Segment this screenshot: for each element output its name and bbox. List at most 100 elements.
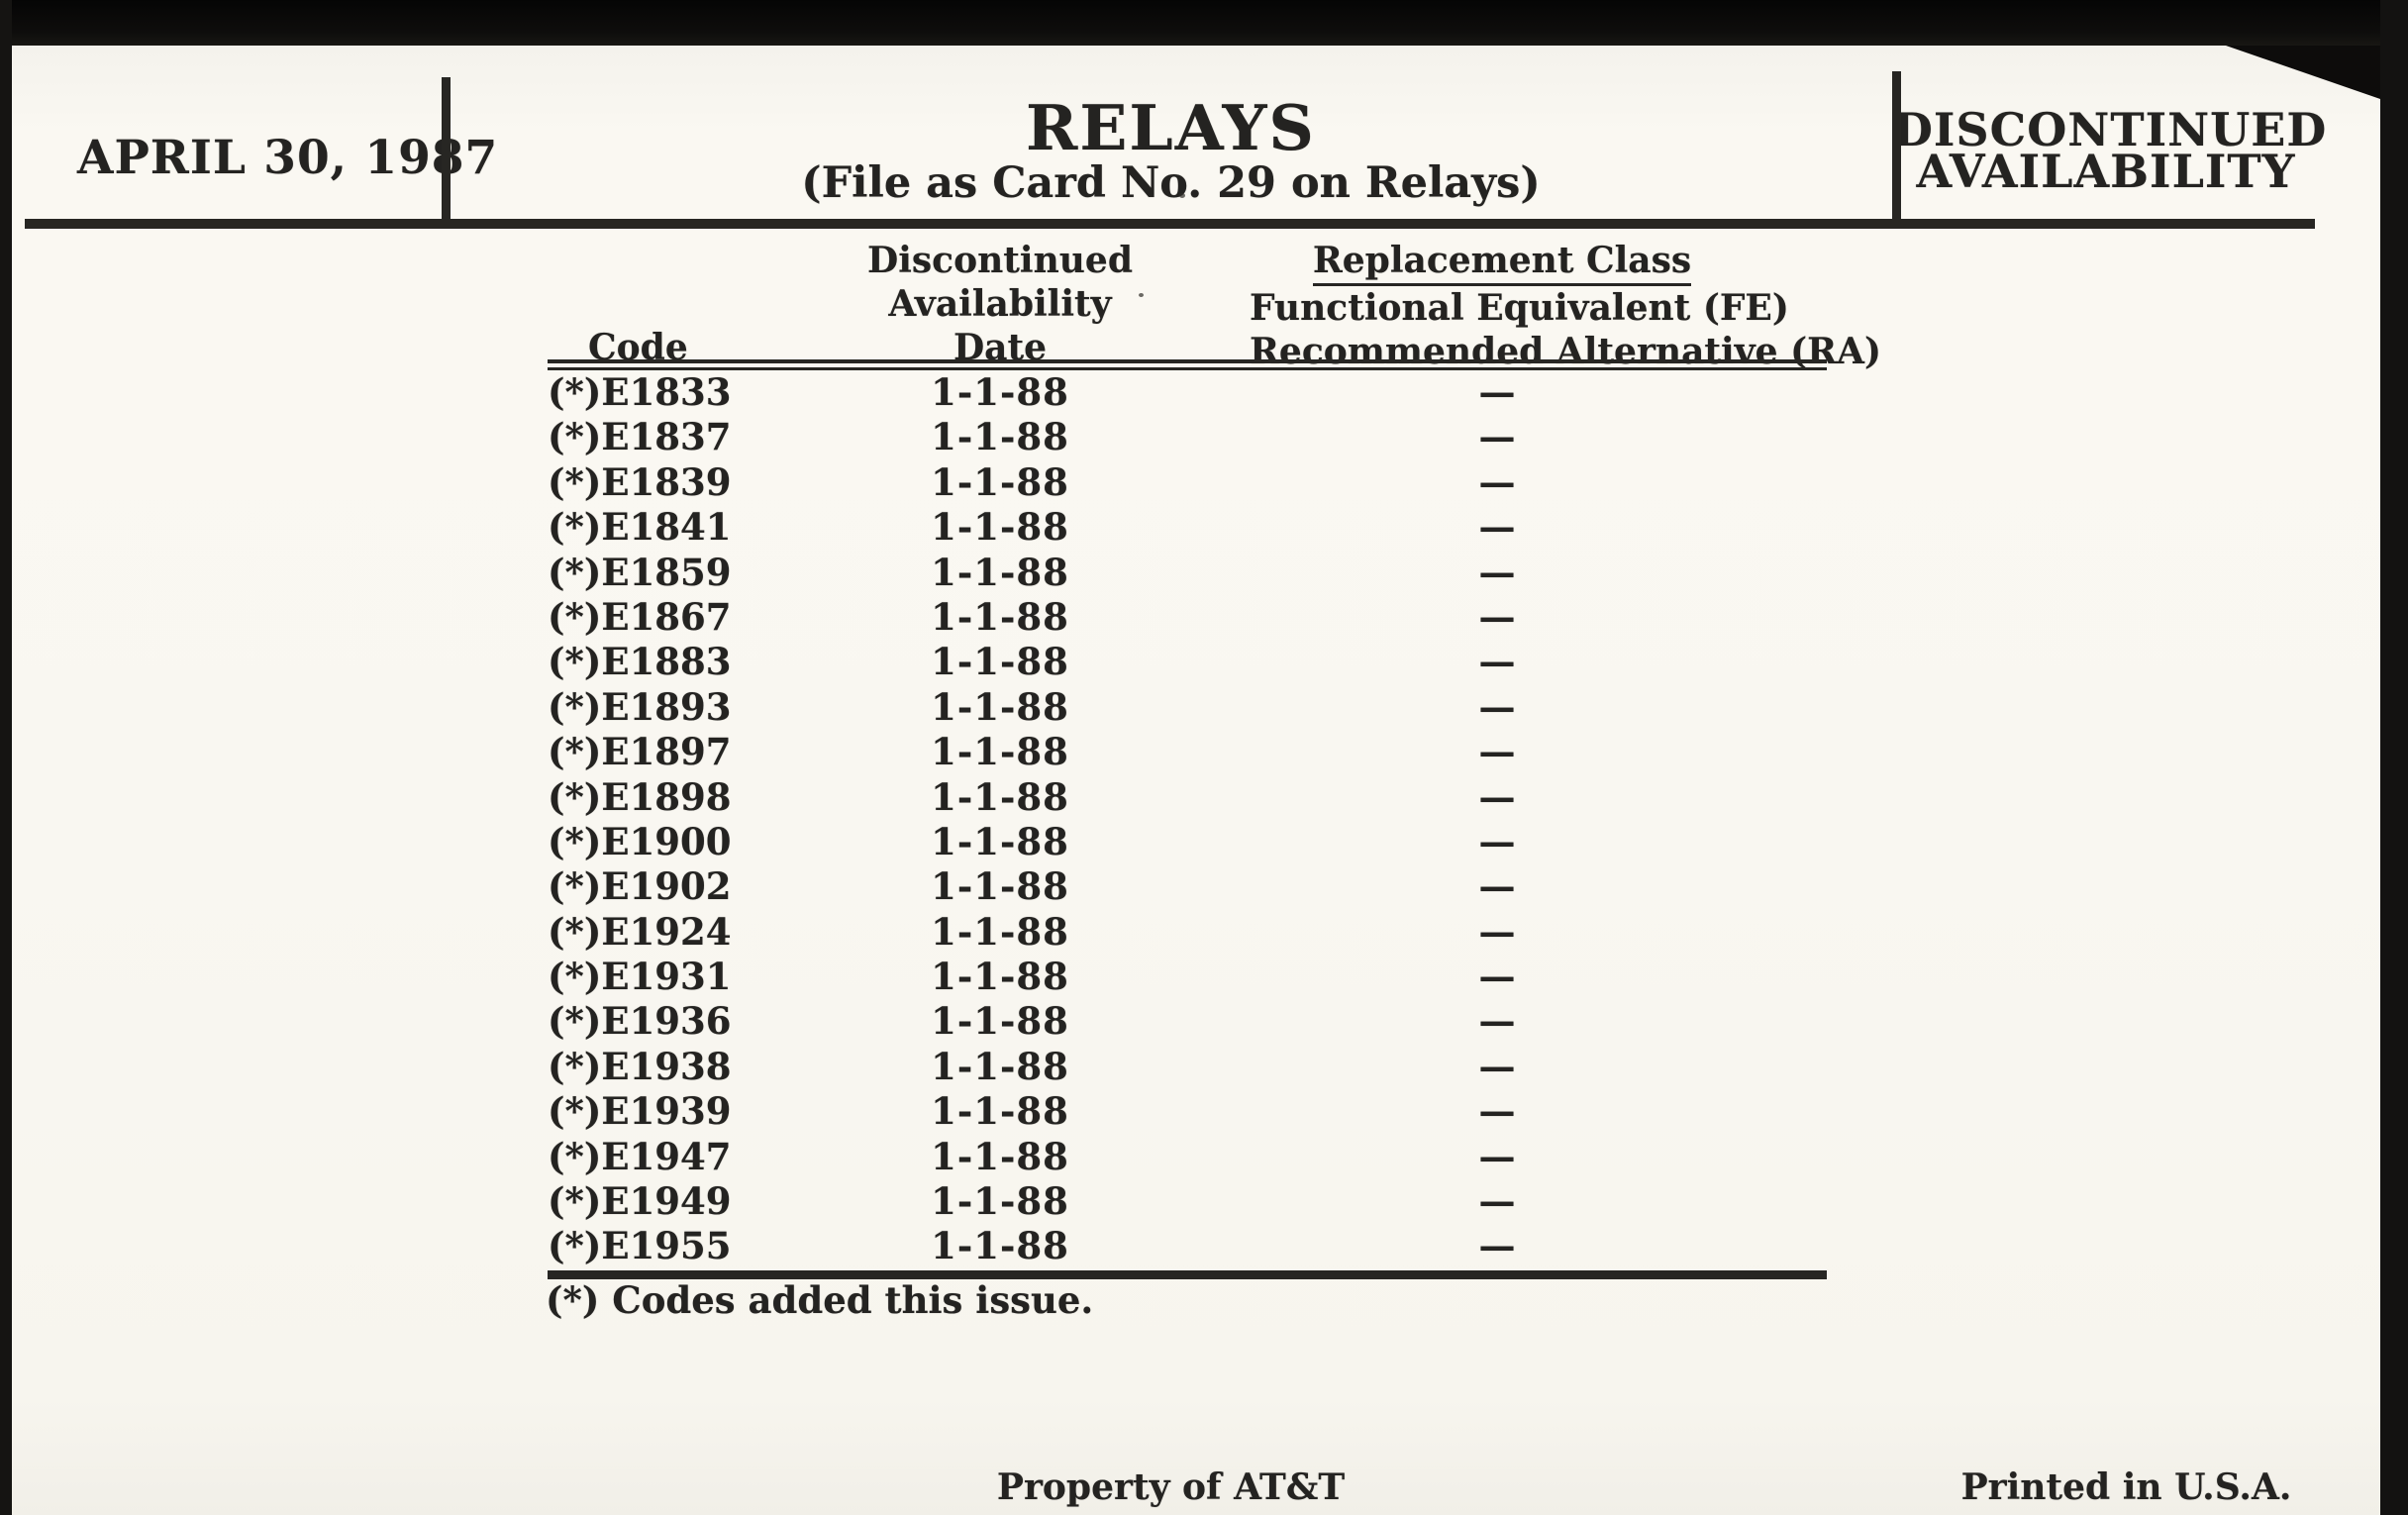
code-cell: (*)E1833 (548, 370, 732, 414)
table-row: (*)E1955 1-1-88 — (0, 1224, 2408, 1268)
code-cell: (*)E1939 (548, 1089, 732, 1134)
replacement-cell: — (1478, 684, 1516, 729)
code-cell: (*)E1841 (548, 505, 732, 550)
table-row: (*)E1938 1-1-88 — (0, 1045, 2408, 1089)
code-cell: (*)E1859 (548, 550, 732, 594)
footer-printed: Printed in U.S.A. (1960, 1466, 2292, 1508)
code-cell: (*)E1902 (548, 864, 732, 909)
replacement-cell: — (1478, 459, 1516, 504)
date-cell: 1-1-88 (931, 909, 1069, 954)
date-cell: 1-1-88 (931, 459, 1069, 504)
table-row: (*)E1931 1-1-88 — (0, 955, 2408, 999)
banner-line-2: AVAILABILITY (1916, 145, 2296, 198)
date-cell: 1-1-88 (931, 1224, 1069, 1268)
footnote: (*) Codes added this issue. (546, 1278, 1094, 1322)
replacement-cell: — (1478, 550, 1516, 594)
replacement-cell: — (1478, 909, 1516, 954)
table-row: (*)E1936 1-1-88 — (0, 999, 2408, 1044)
replacement-cell: — (1478, 1134, 1516, 1178)
header-divider-left (442, 77, 451, 226)
table-row: (*)E1897 1-1-88 — (0, 730, 2408, 774)
table-row: (*)E1839 1-1-88 — (0, 460, 2408, 505)
table-rows: (*)E1833 1-1-88 — (*)E1837 1-1-88 — (*)E… (0, 370, 2408, 1269)
date-cell: 1-1-88 (931, 1134, 1069, 1178)
replacement-cell: — (1478, 370, 1516, 414)
table-header-rule (548, 359, 1827, 370)
date-cell: 1-1-88 (931, 864, 1069, 909)
document-subtitle: (File as Card No. 29 on Relays) (801, 158, 1541, 208)
replacement-cell: — (1478, 819, 1516, 863)
date-cell: 1-1-88 (931, 505, 1069, 550)
footer-property: Property of AT&T (996, 1466, 1346, 1508)
table-bottom-rule (548, 1270, 1827, 1279)
code-cell: (*)E1955 (548, 1224, 732, 1268)
date-cell: 1-1-88 (931, 774, 1069, 819)
replacement-cell: — (1478, 1179, 1516, 1224)
code-cell: (*)E1931 (548, 955, 732, 999)
date-cell: 1-1-88 (931, 955, 1069, 999)
column-header-date: Discontinued Availability Date (852, 239, 1149, 369)
date-cell: 1-1-88 (931, 640, 1069, 684)
table-row: (*)E1947 1-1-88 — (0, 1135, 2408, 1179)
code-cell: (*)E1898 (548, 774, 732, 819)
table-row: (*)E1883 1-1-88 — (0, 640, 2408, 684)
table-row: (*)E1949 1-1-88 — (0, 1179, 2408, 1224)
date-cell: 1-1-88 (931, 819, 1069, 863)
date-cell: 1-1-88 (931, 370, 1069, 414)
replacement-cell: — (1478, 955, 1516, 999)
table-row: (*)E1898 1-1-88 — (0, 775, 2408, 820)
date-cell: 1-1-88 (931, 684, 1069, 729)
replacement-cell: — (1478, 730, 1516, 774)
header-divider-right (1892, 71, 1901, 226)
date-cell: 1-1-88 (931, 550, 1069, 594)
replacement-cell: — (1478, 640, 1516, 684)
date-cell: 1-1-88 (931, 1089, 1069, 1134)
ink-speck (1139, 293, 1144, 297)
table-row: (*)E1924 1-1-88 — (0, 910, 2408, 955)
scan-right-edge (2380, 0, 2408, 1515)
scan-left-edge (0, 0, 12, 1515)
code-cell: (*)E1900 (548, 819, 732, 863)
code-cell: (*)E1837 (548, 415, 732, 459)
code-cell: (*)E1839 (548, 459, 732, 504)
issue-date: APRIL 30, 1987 (77, 131, 499, 185)
code-cell: (*)E1936 (548, 999, 732, 1044)
replacement-cell: — (1478, 1089, 1516, 1134)
date-cell: 1-1-88 (931, 1179, 1069, 1224)
replacement-cell: — (1478, 594, 1516, 639)
table-row: (*)E1867 1-1-88 — (0, 595, 2408, 640)
table-row: (*)E1893 1-1-88 — (0, 685, 2408, 730)
replacement-cell: — (1478, 505, 1516, 550)
replacement-class-underline: Replacement Class (1312, 239, 1692, 286)
date-header-line-1: Discontinued (867, 240, 1133, 281)
document-title: RELAYS (1026, 91, 1316, 164)
table-row: (*)E1859 1-1-88 — (0, 551, 2408, 595)
date-cell: 1-1-88 (931, 594, 1069, 639)
replacement-cell: — (1478, 999, 1516, 1044)
code-cell: (*)E1949 (548, 1179, 732, 1224)
date-cell: 1-1-88 (931, 1044, 1069, 1088)
date-header-line-2: Availability (888, 283, 1112, 325)
code-cell: (*)E1924 (548, 909, 732, 954)
table-row: (*)E1833 1-1-88 — (0, 370, 2408, 415)
code-cell: (*)E1947 (548, 1134, 732, 1178)
discontinued-availability-banner: DISCONTINUED AVAILABILITY (1893, 103, 2328, 198)
date-cell: 1-1-88 (931, 730, 1069, 774)
banner-line-1: DISCONTINUED (1893, 103, 2328, 156)
replacement-header-line-2: Functional Equivalent (FE) (1250, 287, 1789, 329)
replacement-cell: — (1478, 864, 1516, 909)
replacement-cell: — (1478, 415, 1516, 459)
code-cell: (*)E1893 (548, 684, 732, 729)
column-header-replacement: Replacement Class Functional Equivalent … (1250, 239, 1881, 373)
table-row: (*)E1900 1-1-88 — (0, 820, 2408, 864)
code-cell: (*)E1897 (548, 730, 732, 774)
code-cell: (*)E1867 (548, 594, 732, 639)
date-cell: 1-1-88 (931, 999, 1069, 1044)
replacement-cell: — (1478, 1224, 1516, 1268)
table-row: (*)E1902 1-1-88 — (0, 864, 2408, 909)
scan-top-band (0, 0, 2408, 46)
header-rule (25, 219, 2315, 229)
code-cell: (*)E1883 (548, 640, 732, 684)
date-cell: 1-1-88 (931, 415, 1069, 459)
